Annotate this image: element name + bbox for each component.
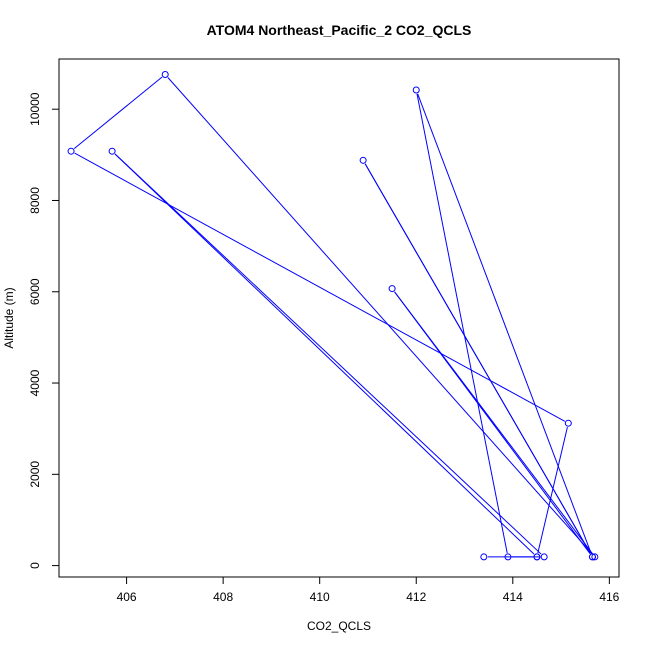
x-tick-label: 410 bbox=[310, 590, 330, 604]
data-point bbox=[504, 553, 512, 561]
data-point bbox=[67, 147, 75, 155]
y-tick-label: 0 bbox=[28, 562, 42, 569]
x-tick-label: 406 bbox=[117, 590, 137, 604]
x-tick-label: 412 bbox=[406, 590, 426, 604]
data-point bbox=[412, 86, 420, 94]
y-tick-label: 2000 bbox=[28, 461, 42, 488]
series-segment bbox=[74, 152, 566, 422]
series-segment bbox=[73, 76, 163, 150]
x-tick-label: 416 bbox=[599, 590, 619, 604]
data-point bbox=[540, 553, 548, 561]
plot-frame bbox=[58, 58, 620, 578]
x-axis-label: CO2_QCLS bbox=[307, 619, 371, 633]
y-tick-label: 4000 bbox=[28, 369, 42, 396]
series-layer bbox=[67, 71, 599, 561]
data-point bbox=[533, 553, 541, 561]
series-segment bbox=[167, 77, 593, 555]
data-point bbox=[388, 285, 396, 293]
chart-title: ATOM4 Northeast_Pacific_2 CO2_QCLS bbox=[207, 22, 472, 38]
series-segment bbox=[417, 93, 592, 554]
data-point bbox=[359, 156, 367, 164]
y-axis-label: Altitude (m) bbox=[2, 287, 16, 348]
series-segment bbox=[416, 93, 508, 554]
y-tick-label: 6000 bbox=[28, 278, 42, 305]
data-point bbox=[108, 147, 116, 155]
data-point bbox=[480, 553, 488, 561]
data-point bbox=[588, 553, 596, 561]
series-segment bbox=[364, 163, 591, 554]
data-point bbox=[591, 553, 599, 561]
series-segment bbox=[114, 153, 542, 555]
y-tick-label: 10000 bbox=[28, 92, 42, 126]
series-segment bbox=[537, 426, 568, 554]
series-segment bbox=[394, 291, 591, 555]
y-tick-label: 8000 bbox=[28, 187, 42, 214]
x-tick-label: 414 bbox=[503, 590, 523, 604]
y-axis: 0 2000 4000 6000 8000 10000 bbox=[28, 92, 60, 569]
series-segment bbox=[114, 153, 535, 555]
data-point bbox=[161, 71, 169, 79]
x-tick-label: 408 bbox=[213, 590, 233, 604]
data-point bbox=[564, 419, 572, 427]
x-axis: 406 408 410 412 414 416 bbox=[117, 576, 620, 604]
